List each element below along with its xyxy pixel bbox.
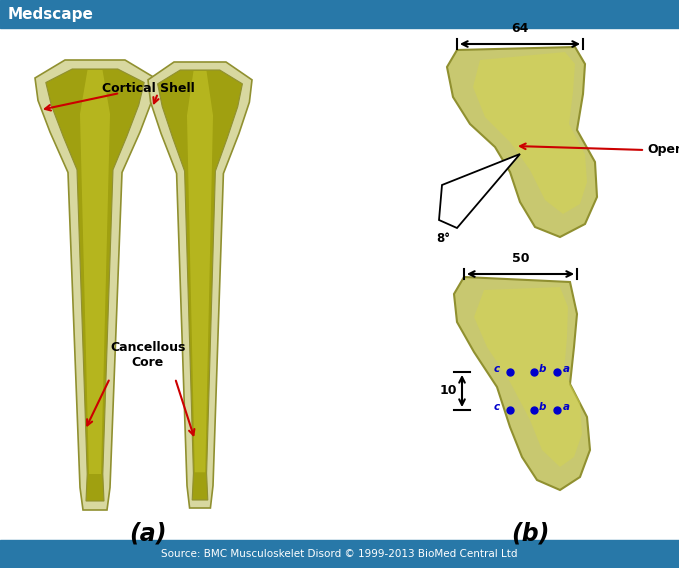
Text: 64: 64 xyxy=(511,22,529,35)
Polygon shape xyxy=(35,60,155,510)
Text: Cancellous
Core: Cancellous Core xyxy=(110,341,185,369)
Polygon shape xyxy=(187,71,213,473)
Text: b: b xyxy=(539,402,547,412)
Polygon shape xyxy=(439,154,520,228)
Text: Medscape: Medscape xyxy=(8,6,94,22)
Text: 10: 10 xyxy=(439,385,457,398)
Polygon shape xyxy=(158,70,242,500)
Text: a: a xyxy=(563,402,570,412)
Text: b: b xyxy=(539,364,547,374)
Text: (a): (a) xyxy=(129,521,167,545)
Polygon shape xyxy=(454,277,590,490)
Text: 8°: 8° xyxy=(436,232,450,244)
Bar xyxy=(0,0,679,28)
Text: c: c xyxy=(494,364,500,374)
Polygon shape xyxy=(447,47,597,237)
Text: c: c xyxy=(494,402,500,412)
Text: (b): (b) xyxy=(511,521,549,545)
Text: Source: BMC Musculoskelet Disord © 1999-2013 BioMed Central Ltd: Source: BMC Musculoskelet Disord © 1999-… xyxy=(161,549,518,559)
Text: Cortical Shell: Cortical Shell xyxy=(102,81,194,94)
Polygon shape xyxy=(80,70,110,474)
Polygon shape xyxy=(474,287,582,467)
Polygon shape xyxy=(148,62,252,508)
Text: a: a xyxy=(563,364,570,374)
Bar xyxy=(0,540,679,568)
Text: Opening: Opening xyxy=(647,144,679,157)
Polygon shape xyxy=(45,69,144,501)
Polygon shape xyxy=(473,52,587,214)
Text: 50: 50 xyxy=(512,252,529,265)
